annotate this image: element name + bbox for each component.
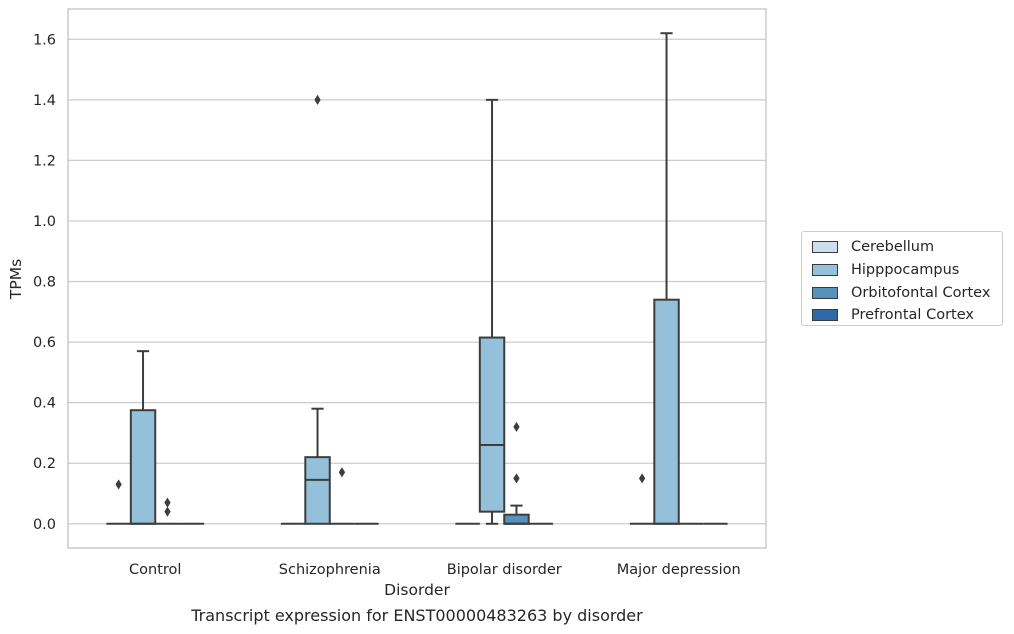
x-tick-labels: Control Schizophrenia Bipolar disorder Majo… [129,562,741,578]
outlier-point [513,473,520,484]
outlier-point [338,467,346,478]
y-tick-label: 0.6 [33,335,56,351]
y-tick-label: 0.4 [33,396,56,412]
y-tick-label: 1.4 [33,93,56,109]
y-tick-label: 1.6 [33,32,56,48]
legend-swatch-orbitofrontal-cortex [812,286,838,299]
x-axis-label: Disorder [384,581,450,599]
box [129,409,157,525]
legend-label-prefrontal-cortex: Prefrontal Cortex [851,307,974,324]
outlier-point [314,94,321,105]
box-plot [155,497,180,525]
box [478,336,506,513]
box-plot [106,479,131,525]
box-plot [653,32,680,525]
outlier-point [164,506,171,517]
chart-caption: Transcript expression for ENST0000048326… [191,606,643,625]
y-tick-label: 1.2 [33,153,56,169]
legend: Cerebellum Hipppocampus Orbitofontal Cor… [801,231,1003,326]
box-plot [503,421,530,525]
box [653,298,680,525]
legend-swatch-hippocampus [812,264,838,277]
box-plot [129,350,157,525]
box-plot [629,473,655,525]
y-tick-label: 1.0 [33,214,56,230]
box-plot-marks [106,32,728,525]
legend-label-hippocampus: Hipppocampus [851,262,960,279]
y-tick-label: 0.0 [33,517,56,533]
y-tick-label: 0.2 [33,456,56,472]
y-tick-labels: 0.0 0.2 0.4 0.6 0.8 1.0 1.2 1.4 1.6 [33,32,56,532]
x-tick-label: Control [129,562,181,578]
box-plot [478,98,506,525]
box-plot [304,94,331,525]
legend-item-prefrontal-cortex: Prefrontal Cortex [812,304,1002,327]
x-tick-label: Schizophrenia [279,562,381,578]
box-plot [329,467,355,525]
legend-swatch-prefrontal-cortex [812,309,838,322]
legend-swatch-cerebellum [812,241,838,254]
outlier-point [164,497,171,508]
grid-lines [68,38,766,525]
y-axis-label: TPMs [7,259,25,300]
plot-frame [67,8,767,549]
box [304,456,331,525]
legend-item-hippocampus: Hipppocampus [812,259,1002,282]
outlier-point [638,473,646,484]
legend-item-orbitofrontal-cortex: Orbitofontal Cortex [812,281,1002,304]
box [503,513,530,525]
x-tick-label: Bipolar disorder [447,562,562,578]
x-tick-label: Major depression [617,562,741,578]
outlier-point [513,421,520,432]
outlier-point [115,479,122,490]
legend-label-orbitofrontal-cortex: Orbitofontal Cortex [851,284,991,301]
legend-label-cerebellum: Cerebellum [851,239,935,256]
y-tick-label: 0.8 [33,275,56,291]
legend-item-cerebellum: Cerebellum [812,236,1002,259]
